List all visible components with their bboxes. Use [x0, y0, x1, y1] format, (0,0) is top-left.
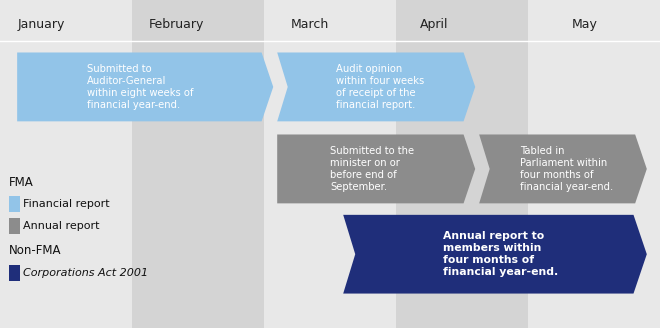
Text: Audit opinion
within four weeks
of receipt of the
financial report.: Audit opinion within four weeks of recei…: [336, 64, 424, 110]
Text: Non-FMA: Non-FMA: [9, 244, 61, 257]
Polygon shape: [343, 215, 647, 294]
Bar: [0, 0, 132, 328]
Text: April: April: [420, 18, 448, 31]
Bar: [528, 0, 660, 328]
Bar: [132, 0, 264, 328]
Text: February: February: [149, 18, 205, 31]
Polygon shape: [277, 134, 475, 203]
Bar: [264, 0, 396, 328]
Bar: [9, 218, 20, 234]
Text: Annual report: Annual report: [23, 221, 100, 231]
Polygon shape: [17, 52, 273, 121]
Text: January: January: [17, 18, 65, 31]
Text: Annual report to
members within
four months of
financial year-end.: Annual report to members within four mon…: [444, 231, 559, 277]
Text: Submitted to the
minister on or
before end of
September.: Submitted to the minister on or before e…: [330, 146, 414, 192]
Text: Tabled in
Parliament within
four months of
financial year-end.: Tabled in Parliament within four months …: [519, 146, 613, 192]
Text: Corporations Act 2001: Corporations Act 2001: [23, 268, 148, 278]
Bar: [396, 0, 528, 328]
Text: Financial report: Financial report: [23, 199, 110, 209]
Polygon shape: [479, 134, 647, 203]
Text: March: March: [290, 18, 329, 31]
Text: May: May: [572, 18, 597, 31]
Bar: [9, 196, 20, 212]
Bar: [9, 265, 20, 281]
Text: FMA: FMA: [9, 175, 33, 189]
Text: Submitted to
Auditor-General
within eight weeks of
financial year-end.: Submitted to Auditor-General within eigh…: [87, 64, 193, 110]
Polygon shape: [277, 52, 475, 121]
